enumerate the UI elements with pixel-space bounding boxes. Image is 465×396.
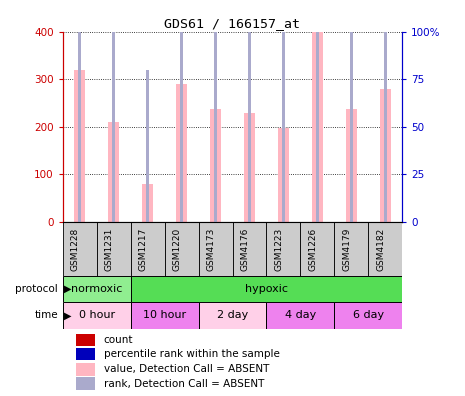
Bar — [131, 276, 402, 302]
Bar — [76, 348, 95, 360]
Text: ▶: ▶ — [64, 310, 71, 320]
Text: 2 day: 2 day — [217, 310, 248, 320]
Bar — [199, 302, 266, 329]
Bar — [165, 222, 199, 276]
Bar — [346, 109, 357, 222]
Bar — [248, 0, 251, 222]
Bar — [63, 302, 131, 329]
Bar — [63, 276, 131, 302]
Text: percentile rank within the sample: percentile rank within the sample — [104, 349, 279, 359]
Text: time: time — [34, 310, 58, 320]
Title: GDS61 / 166157_at: GDS61 / 166157_at — [165, 17, 300, 30]
Bar — [76, 377, 95, 390]
Text: rank, Detection Call = ABSENT: rank, Detection Call = ABSENT — [104, 379, 264, 389]
Text: GSM4179: GSM4179 — [342, 228, 351, 271]
Bar — [108, 122, 119, 222]
Bar — [266, 302, 334, 329]
Text: GSM1217: GSM1217 — [139, 228, 147, 271]
Bar — [131, 302, 199, 329]
Text: GSM4173: GSM4173 — [206, 228, 215, 271]
Bar — [112, 0, 115, 222]
Bar — [368, 222, 402, 276]
Bar — [146, 70, 149, 222]
Bar — [142, 184, 153, 222]
Bar — [78, 0, 81, 222]
Text: ▶: ▶ — [64, 284, 71, 294]
Bar — [334, 222, 368, 276]
Text: value, Detection Call = ABSENT: value, Detection Call = ABSENT — [104, 364, 269, 374]
Text: GSM1228: GSM1228 — [71, 228, 80, 271]
Bar — [214, 0, 217, 222]
Text: GSM1223: GSM1223 — [274, 228, 283, 271]
Bar — [350, 0, 353, 222]
Text: GSM1226: GSM1226 — [308, 228, 317, 271]
Text: protocol: protocol — [15, 284, 58, 294]
Bar — [282, 0, 285, 222]
Bar — [300, 222, 334, 276]
Bar — [232, 222, 266, 276]
Bar — [380, 89, 391, 222]
Text: GSM1231: GSM1231 — [105, 228, 113, 271]
Text: normoxic: normoxic — [71, 284, 122, 294]
Text: 10 hour: 10 hour — [143, 310, 186, 320]
Text: GSM1220: GSM1220 — [173, 228, 181, 271]
Bar — [74, 70, 85, 222]
Text: GSM4182: GSM4182 — [376, 228, 385, 271]
Text: 0 hour: 0 hour — [79, 310, 115, 320]
Bar — [266, 222, 300, 276]
Bar — [63, 222, 97, 276]
Bar — [278, 128, 289, 222]
Bar — [176, 84, 187, 222]
Bar — [97, 222, 131, 276]
Text: hypoxic: hypoxic — [245, 284, 288, 294]
Bar — [312, 32, 323, 222]
Text: 6 day: 6 day — [353, 310, 384, 320]
Bar — [384, 0, 387, 222]
Bar — [210, 109, 221, 222]
Text: count: count — [104, 335, 133, 345]
Bar — [199, 222, 232, 276]
Text: GSM4176: GSM4176 — [240, 228, 249, 271]
Bar — [180, 0, 183, 222]
Bar — [76, 363, 95, 375]
Bar — [334, 302, 402, 329]
Bar — [76, 334, 95, 346]
Text: 4 day: 4 day — [285, 310, 316, 320]
Bar — [316, 0, 319, 222]
Bar — [244, 113, 255, 222]
Bar — [131, 222, 165, 276]
